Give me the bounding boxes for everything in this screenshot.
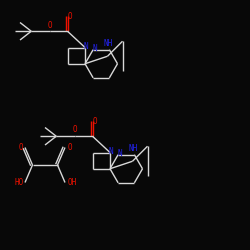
Text: O: O xyxy=(48,20,52,30)
Text: NH: NH xyxy=(103,39,112,48)
Text: NH: NH xyxy=(128,144,137,153)
Text: OH: OH xyxy=(68,178,77,187)
Text: O: O xyxy=(68,12,72,21)
Text: N: N xyxy=(84,42,88,51)
Text: O: O xyxy=(73,126,77,134)
Text: O: O xyxy=(18,143,23,152)
Text: N: N xyxy=(92,44,97,53)
Text: HO: HO xyxy=(14,178,24,187)
Text: N: N xyxy=(109,147,114,156)
Text: O: O xyxy=(93,117,97,126)
Text: N: N xyxy=(117,149,122,158)
Text: O: O xyxy=(67,143,72,152)
